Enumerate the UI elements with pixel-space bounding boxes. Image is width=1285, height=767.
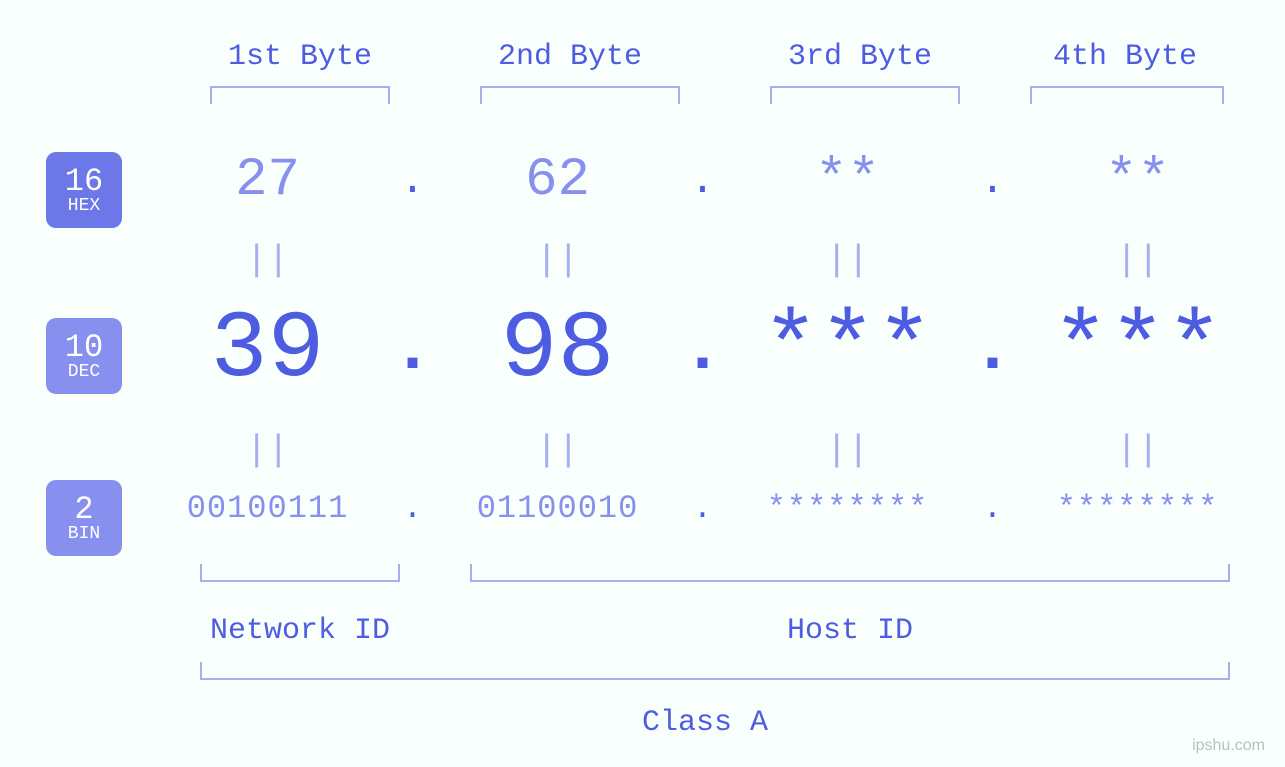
- watermark: ipshu.com: [1192, 737, 1265, 755]
- hex-b4: **: [1018, 150, 1258, 211]
- dot: .: [678, 311, 728, 390]
- dot: .: [678, 490, 728, 527]
- byte-header-3: 3rd Byte: [760, 40, 960, 74]
- byte-header-4: 4th Byte: [1020, 40, 1230, 74]
- row-bin: 00100111 . 01100010 . ******** . *******…: [160, 490, 1245, 527]
- bracket-bottom-upper-1: [200, 564, 400, 582]
- bracket-top-1: [210, 86, 390, 104]
- hex-b2: 62: [438, 150, 678, 211]
- eq: ||: [148, 430, 388, 471]
- bin-b2: 01100010: [438, 490, 678, 527]
- bracket-bottom-upper-2: [470, 564, 1230, 582]
- row-hex: 27 . 62 . ** . **: [160, 150, 1245, 211]
- label-host-id: Host ID: [470, 614, 1230, 648]
- dot: .: [388, 311, 438, 390]
- bracket-top-3: [770, 86, 960, 104]
- dot: .: [678, 157, 728, 205]
- dec-b4: ***: [1018, 296, 1258, 404]
- badge-hex-num: 16: [65, 164, 103, 199]
- badge-bin: 2 BIN: [46, 480, 122, 556]
- dec-b1: 39: [148, 296, 388, 404]
- hex-b3: **: [728, 150, 968, 211]
- eq: ||: [148, 240, 388, 281]
- badge-bin-num: 2: [74, 492, 93, 527]
- dot: .: [388, 157, 438, 205]
- byte-header-1: 1st Byte: [180, 40, 420, 74]
- eq: ||: [1018, 240, 1258, 281]
- bin-b1: 00100111: [148, 490, 388, 527]
- badge-bin-txt: BIN: [68, 525, 100, 545]
- hex-b1: 27: [148, 150, 388, 211]
- label-class: Class A: [180, 706, 1230, 740]
- row-eq-2: || || || ||: [160, 430, 1245, 471]
- dec-b2: 98: [438, 296, 678, 404]
- bin-b4: ********: [1018, 490, 1258, 527]
- badge-hex-txt: HEX: [68, 197, 100, 217]
- dot: .: [968, 157, 1018, 205]
- row-dec: 39 . 98 . *** . ***: [160, 296, 1245, 404]
- row-eq-1: || || || ||: [160, 240, 1245, 281]
- badge-dec: 10 DEC: [46, 318, 122, 394]
- eq: ||: [728, 240, 968, 281]
- eq: ||: [438, 430, 678, 471]
- bracket-bottom-lower: [200, 662, 1230, 680]
- dot: .: [388, 490, 438, 527]
- label-network-id: Network ID: [180, 614, 420, 648]
- dec-b3: ***: [728, 296, 968, 404]
- badge-hex: 16 HEX: [46, 152, 122, 228]
- ip-diagram: 1st Byte 2nd Byte 3rd Byte 4th Byte 16 H…: [0, 0, 1285, 767]
- badge-dec-txt: DEC: [68, 363, 100, 383]
- eq: ||: [438, 240, 678, 281]
- dot: .: [968, 311, 1018, 390]
- eq: ||: [728, 430, 968, 471]
- bracket-top-4: [1030, 86, 1224, 104]
- byte-header-2: 2nd Byte: [460, 40, 680, 74]
- dot: .: [968, 490, 1018, 527]
- bin-b3: ********: [728, 490, 968, 527]
- eq: ||: [1018, 430, 1258, 471]
- badge-dec-num: 10: [65, 330, 103, 365]
- bracket-top-2: [480, 86, 680, 104]
